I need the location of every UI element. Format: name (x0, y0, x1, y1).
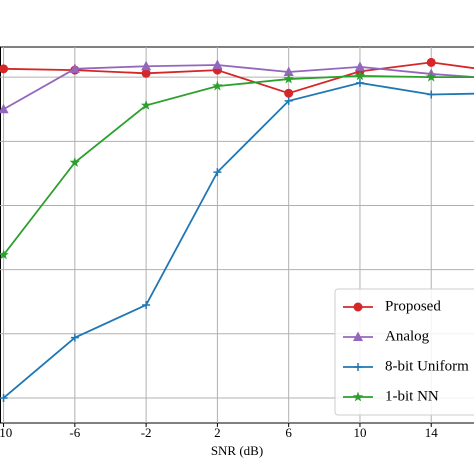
marker (141, 68, 151, 78)
x-tick-label: 6 (285, 425, 292, 440)
legend-marker (353, 302, 363, 312)
x-tick-label: -6 (69, 425, 80, 440)
marker (354, 61, 365, 71)
marker (0, 64, 9, 74)
marker (354, 70, 366, 81)
marker (0, 103, 9, 114)
legend-label: Proposed (385, 298, 441, 314)
series-line (2, 82, 474, 399)
marker (426, 57, 436, 67)
marker (142, 300, 151, 309)
marker (212, 80, 223, 91)
marker (213, 168, 222, 177)
marker (427, 90, 436, 99)
x-tick-label: 2 (214, 425, 221, 440)
x-axis-label: SNR (dB) (211, 443, 263, 458)
x-tick-label: 10 (353, 425, 366, 440)
marker (69, 63, 80, 73)
marker (284, 88, 294, 98)
marker (355, 78, 364, 87)
marker (283, 66, 294, 77)
x-tick-label: -2 (141, 425, 152, 440)
marker (0, 249, 9, 260)
marker (284, 96, 293, 105)
x-tick-label: -10 (0, 425, 12, 440)
x-tick-label: 14 (425, 425, 439, 440)
series-line (3, 64, 474, 111)
marker (0, 393, 8, 402)
legend-box (334, 288, 474, 416)
plot-frame (0, 46, 474, 424)
legend-marker (354, 363, 362, 371)
series-line (2, 74, 474, 256)
marker (140, 99, 152, 110)
legend-marker (352, 391, 364, 402)
marker (69, 157, 81, 167)
legend-label: Analog (385, 328, 430, 344)
marker (141, 60, 152, 71)
legend-label: 1-bit NN (385, 388, 439, 404)
marker (212, 59, 223, 69)
marker (426, 71, 437, 82)
marker (70, 333, 79, 342)
series-line (3, 61, 474, 95)
legend-marker (353, 331, 363, 341)
marker (283, 73, 294, 84)
legend-label: 8-bit Uniform (385, 358, 469, 374)
